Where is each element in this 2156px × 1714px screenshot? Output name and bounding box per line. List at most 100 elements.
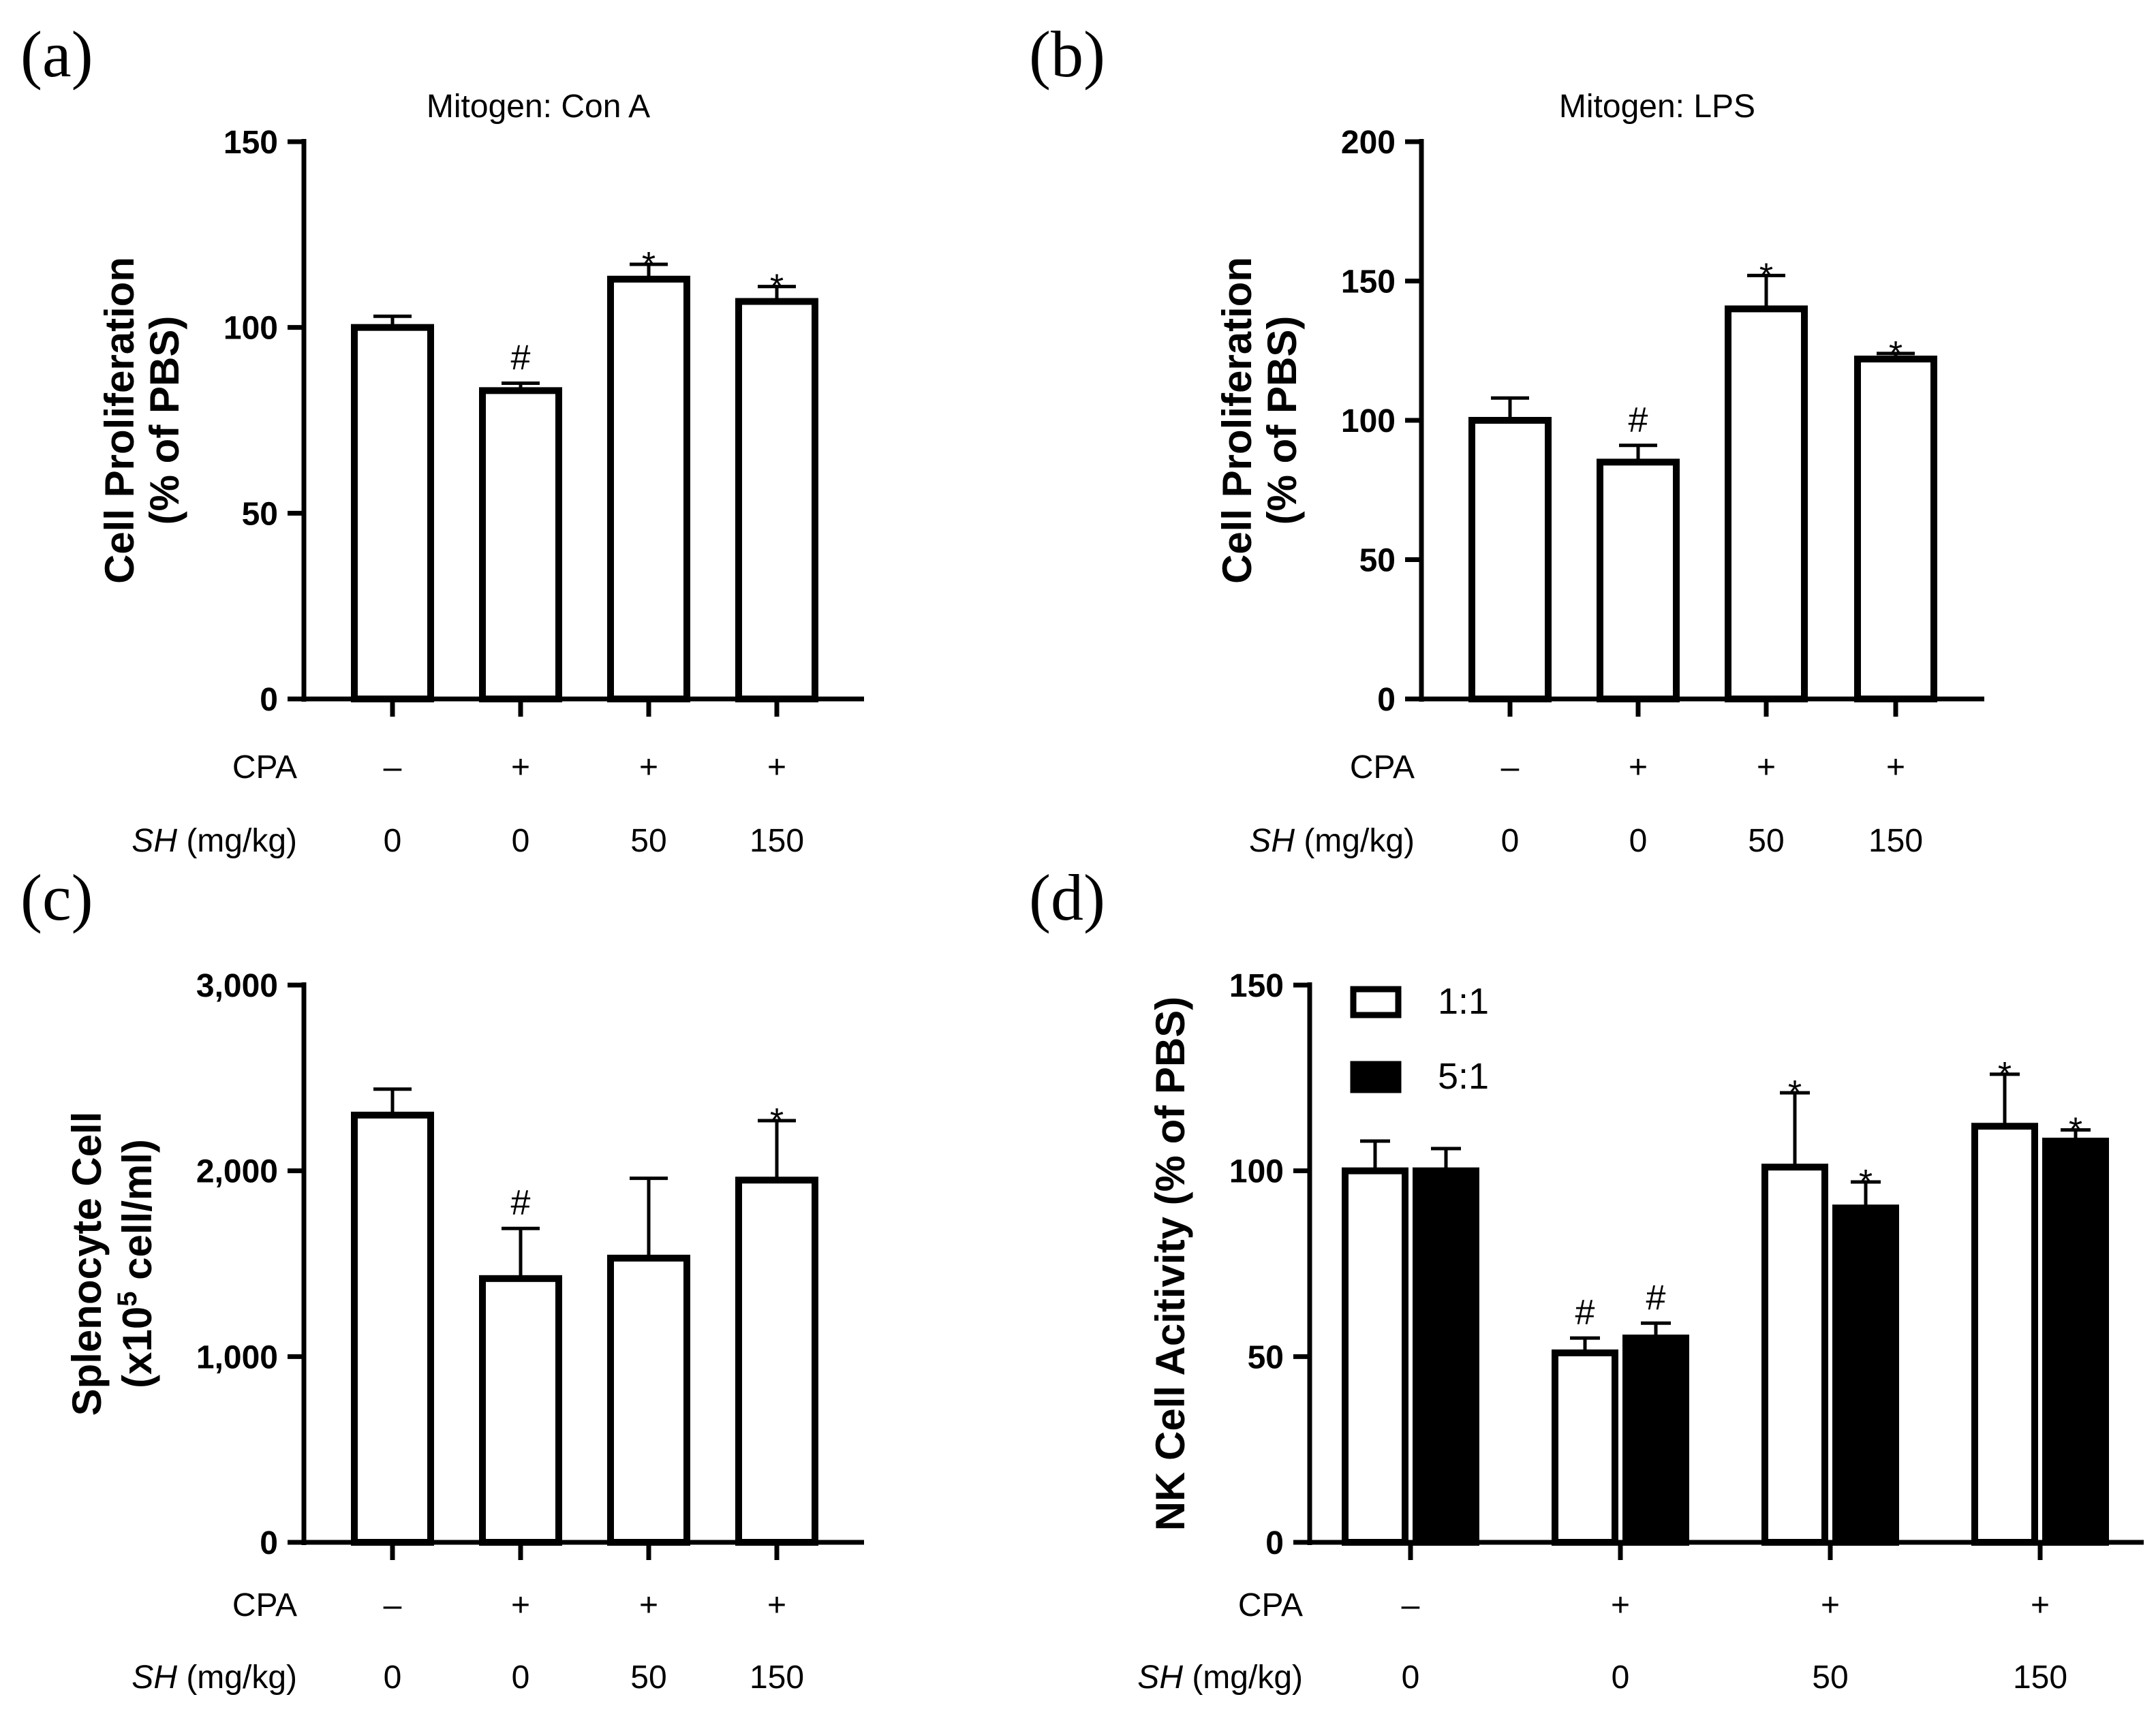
bar [1552,1349,1618,1546]
y-tick-label: 150 [1341,264,1396,300]
cpa-row-label: CPA [1238,1587,1303,1623]
chart-title: Mitogen: Con A [427,89,650,125]
panel-label: (a) [20,18,93,91]
y-axis-label: Splenocyte Cell [64,1112,110,1416]
y-axis-label-superscript: 5 [112,1292,142,1307]
sh-dose-value: 50 [630,823,666,859]
sh-row-label-units: (mg/kg) [1295,823,1415,859]
significance-mark: * [1759,256,1773,296]
sh-dose-value: 150 [750,1660,804,1696]
cpa-value: + [511,749,530,785]
bar [1468,417,1552,702]
bar [351,1111,434,1546]
sh-row-label-italic: SH [132,1660,177,1696]
significance-mark: * [1889,334,1903,374]
bar [1854,356,1937,703]
legend-swatch [1350,986,1402,1018]
significance-mark: # [511,1183,531,1223]
bar [1761,1164,1828,1546]
cpa-row-label: CPA [232,1587,297,1623]
significance-mark: * [642,245,656,285]
cpa-value: + [767,1587,786,1623]
y-axis-label: (% of PBS) [1259,316,1305,525]
y-axis-label: Cell Proliferation [97,257,142,584]
y-axis-label-units-part: cell/ml) [114,1139,160,1291]
y-axis-label-units: (x105 cell/ml) [112,1139,160,1388]
y-tick-label: 2,000 [196,1154,278,1190]
significance-mark: # [1575,1293,1595,1333]
sh-dose-value: 0 [1501,823,1520,859]
significance-mark: # [1629,401,1648,440]
panel-a: (a) Mitogen: Con A 0 50 100 150 Cell Prolifera… [20,18,864,859]
cpa-value: – [384,749,402,785]
y-tick-label: 100 [224,311,278,347]
cpa-value: + [2031,1587,2050,1623]
panel-c: (c) 0 1,000 2,000 3,000 Splenocyte Cell (x105 … [20,861,864,1696]
panel-label: (b) [1029,18,1105,91]
y-tick-label: 50 [1248,1339,1284,1375]
y-axis-label: Cell Proliferation [1214,257,1260,584]
y-tick-label: 100 [1229,1154,1284,1190]
sh-row-label: SH (mg/kg) [132,1660,297,1696]
sh-dose-value: 0 [384,1660,402,1696]
sh-dose-value: 0 [512,1660,530,1696]
significance-mark: * [1998,1055,2012,1095]
significance-mark: * [770,268,784,307]
bar [1971,1123,2038,1546]
cpa-value: + [1629,749,1648,785]
cpa-value: – [1402,1587,1420,1623]
bar [1413,1167,1479,1546]
sh-dose-value: 50 [1748,823,1784,859]
legend: 1:1 5:1 [1350,981,1489,1097]
bar [1342,1167,1408,1546]
chart-title: Mitogen: LPS [1559,89,1755,125]
cpa-row-label: CPA [1350,749,1415,785]
y-tick-label: 50 [242,496,278,532]
bar [607,275,690,703]
cpa-value: + [511,1587,530,1623]
y-axis-label-units-part: (x10 [114,1307,160,1388]
bar [479,1275,562,1546]
sh-row-label-units: (mg/kg) [177,1660,297,1696]
sh-row-label: SH (mg/kg) [132,823,297,859]
panel-label: (c) [20,861,93,934]
significance-mark: * [1859,1163,1873,1202]
significance-mark: # [1646,1278,1666,1318]
y-tick-label: 100 [1341,403,1396,439]
bar [1597,458,1680,702]
y-tick-label: 50 [1359,543,1396,579]
sh-dose-value: 50 [1812,1660,1848,1696]
cpa-value: – [384,1587,402,1623]
sh-dose-value: 50 [630,1660,666,1696]
sh-dose-value: 0 [384,823,402,859]
y-tick-label: 1,000 [196,1339,278,1375]
sh-row-label: SH (mg/kg) [1249,823,1415,859]
panel-label: (d) [1029,861,1105,934]
y-tick-label: 200 [1341,125,1396,161]
cpa-value: + [639,749,658,785]
significance-mark: * [1788,1074,1802,1113]
panel-d: (d) 0 50 100 150 NK Cell Acitivity (% of PBS)… [1029,861,2144,1696]
sh-dose-value: 0 [1629,823,1648,859]
y-axis-label: NK Cell Acitivity (% of PBS) [1148,997,1193,1531]
cpa-value: – [1501,749,1520,785]
sh-row-label-units: (mg/kg) [177,823,297,859]
sh-dose-value: 150 [750,823,804,859]
significance-mark: * [770,1102,784,1141]
y-tick-label: 0 [1265,1525,1284,1561]
sh-dose-value: 0 [512,823,530,859]
bar [351,324,434,702]
bar [735,1177,818,1546]
significance-mark: * [2069,1111,2082,1151]
bar [1622,1335,1689,1546]
y-tick-label: 150 [224,125,278,161]
sh-row-label-units: (mg/kg) [1183,1660,1303,1696]
bar [479,387,562,703]
sh-dose-value: 150 [2013,1660,2067,1696]
bar [2042,1138,2109,1546]
bar [735,298,818,702]
legend-swatch [1350,1061,1402,1093]
y-tick-label: 0 [260,682,278,718]
sh-dose-value: 0 [1612,1660,1630,1696]
